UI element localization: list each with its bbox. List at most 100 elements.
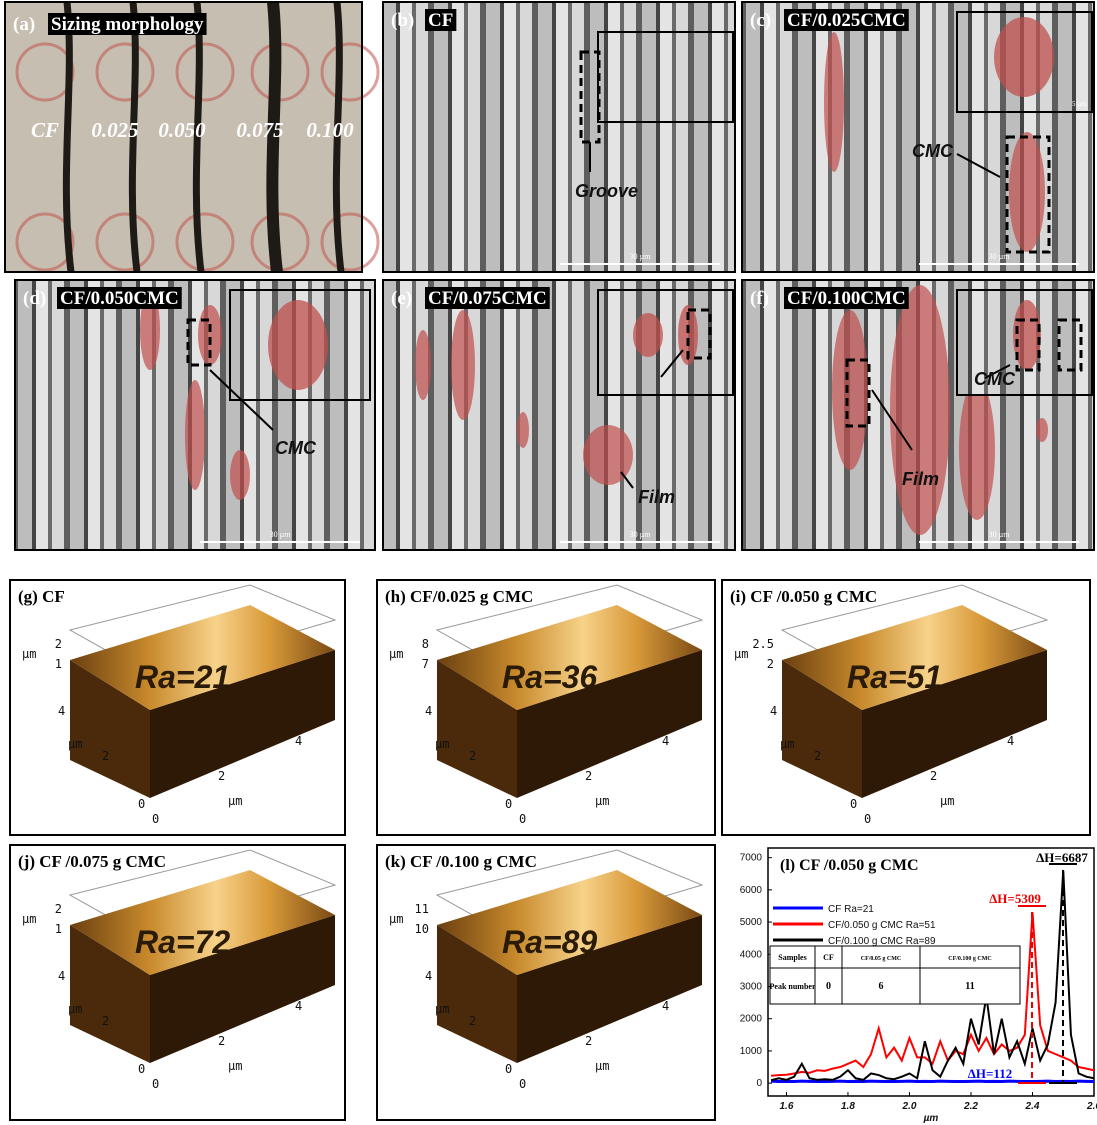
legend-label: CF/0.050 g CMC Ra=51 bbox=[828, 920, 936, 931]
y-tick-label: 2 bbox=[102, 1014, 109, 1028]
z-unit: µm bbox=[389, 912, 403, 926]
y-tick-label: 4 bbox=[770, 704, 777, 718]
y-unit: µm bbox=[68, 1002, 82, 1016]
afm-title: (j) CF /0.075 g CMC bbox=[18, 852, 166, 871]
y-tick-label: 2 bbox=[469, 749, 476, 763]
z-tick-label: 2 bbox=[767, 657, 774, 671]
z-tick-label: 1 bbox=[55, 922, 62, 936]
table-cell: Peak number bbox=[770, 982, 816, 991]
cmc-region bbox=[1009, 132, 1045, 252]
sample-label: CF bbox=[31, 118, 59, 142]
cmc-region bbox=[824, 32, 844, 172]
page: (a)Sizing morphologyCF0.0250.0500.0750.1… bbox=[0, 0, 1097, 1125]
y-tick-label: 0 bbox=[850, 797, 857, 811]
annotation: CMC bbox=[974, 369, 1016, 389]
x-axis-label: µm bbox=[923, 1113, 939, 1124]
x-tick-label: 2 bbox=[585, 769, 592, 783]
cmc-region bbox=[994, 17, 1054, 97]
y-tick-label: 0 bbox=[505, 1062, 512, 1076]
fiber-bundle bbox=[66, 2, 71, 272]
afm-title: (g) CF bbox=[18, 587, 65, 606]
roughness: Ra=36 bbox=[502, 659, 597, 695]
annotation: CMC bbox=[912, 141, 954, 161]
sample-label: 0.100 bbox=[306, 118, 354, 142]
y-tick-label: 0 bbox=[138, 1062, 145, 1076]
panel-title: CF bbox=[428, 10, 453, 31]
x-tick-label: 4 bbox=[1007, 734, 1014, 748]
z-tick-label: 7 bbox=[422, 657, 429, 671]
table-header: CF/0.05 g CMC bbox=[861, 956, 902, 962]
inset-image bbox=[598, 290, 733, 395]
y-unit: µm bbox=[68, 737, 82, 751]
inset-image bbox=[598, 32, 733, 122]
y-tick-label: 2000 bbox=[740, 1014, 763, 1025]
inset-scale-label: 5 µm bbox=[1072, 100, 1087, 108]
annotation: ΔH=112 bbox=[968, 1066, 1012, 1081]
table-header: CF bbox=[823, 953, 834, 962]
x-tick-label: 2 bbox=[218, 1034, 225, 1048]
x-unit: µm bbox=[595, 1059, 609, 1073]
y-tick-label: 4 bbox=[425, 704, 432, 718]
y-tick-label: 2 bbox=[814, 749, 821, 763]
cmc-region bbox=[415, 330, 431, 400]
sample-label: 0.025 bbox=[91, 118, 138, 142]
x-tick-label: 0 bbox=[519, 1077, 526, 1091]
x-unit: µm bbox=[228, 794, 242, 808]
chart-title: (l) CF /0.050 g CMC bbox=[780, 857, 919, 874]
table-header: CF/0.100 g CMC bbox=[948, 956, 992, 962]
x-tick-label: 2 bbox=[218, 769, 225, 783]
x-tick-label: 2.0 bbox=[902, 1101, 917, 1112]
afm-title: (h) CF/0.025 g CMC bbox=[385, 587, 533, 606]
annotation: ΔH=5309 bbox=[989, 891, 1041, 906]
annotation: Film bbox=[638, 487, 675, 507]
table-cell: 11 bbox=[965, 981, 974, 992]
x-unit: µm bbox=[228, 1059, 242, 1073]
roughness: Ra=21 bbox=[135, 659, 230, 695]
x-tick-label: 4 bbox=[662, 734, 669, 748]
x-tick-label: 4 bbox=[295, 999, 302, 1013]
sample-label: 0.075 bbox=[236, 118, 283, 142]
x-tick-label: 4 bbox=[295, 734, 302, 748]
y-tick-label: 4 bbox=[58, 969, 65, 983]
x-tick-label: 1.6 bbox=[779, 1101, 793, 1112]
x-tick-label: 0 bbox=[519, 812, 526, 826]
scale-bar-label: 30 µm bbox=[630, 530, 652, 539]
z-unit: µm bbox=[734, 647, 748, 661]
roughness: Ra=72 bbox=[135, 924, 230, 960]
table-frame bbox=[770, 946, 1020, 1004]
panel-label: (e) bbox=[391, 288, 412, 309]
y-tick-label: 2 bbox=[469, 1014, 476, 1028]
z-tick-label: 10 bbox=[415, 922, 429, 936]
y-tick-label: 0 bbox=[138, 797, 145, 811]
z-tick-label: 1 bbox=[55, 657, 62, 671]
scale-bar-label: 30 µm bbox=[989, 252, 1011, 261]
panel-label: (f) bbox=[750, 288, 769, 309]
z-unit: µm bbox=[389, 647, 403, 661]
z-unit: µm bbox=[22, 647, 36, 661]
scale-bar-label: 30 µm bbox=[270, 530, 292, 539]
z-tick-label: 2 bbox=[55, 637, 62, 651]
roughness: Ra=89 bbox=[502, 924, 597, 960]
roughness: Ra=51 bbox=[847, 659, 942, 695]
z-tick-label: 2 bbox=[55, 902, 62, 916]
y-tick-label: 5000 bbox=[740, 917, 763, 928]
y-unit: µm bbox=[435, 1002, 449, 1016]
annotation: Groove bbox=[575, 181, 638, 201]
x-tick-label: 1.8 bbox=[841, 1101, 855, 1112]
panel-title: CF/0.050CMC bbox=[60, 288, 179, 309]
x-tick-label: 0 bbox=[864, 812, 871, 826]
z-tick-label: 2.5 bbox=[752, 637, 774, 651]
y-unit: µm bbox=[435, 737, 449, 751]
annotation: Film bbox=[902, 469, 939, 489]
z-unit: µm bbox=[22, 912, 36, 926]
cmc-region bbox=[230, 450, 250, 500]
afm-title: (i) CF /0.050 g CMC bbox=[730, 587, 877, 606]
y-tick-label: 7000 bbox=[740, 853, 763, 864]
afm-title: (k) CF /0.100 g CMC bbox=[385, 852, 537, 871]
panel-label: (d) bbox=[23, 288, 46, 309]
z-tick-label: 11 bbox=[415, 902, 429, 916]
table-cell: 6 bbox=[879, 981, 884, 992]
figure: (a)Sizing morphologyCF0.0250.0500.0750.1… bbox=[0, 0, 1097, 1125]
panel-title: Sizing morphology bbox=[51, 14, 204, 35]
x-tick-label: 0 bbox=[152, 812, 159, 826]
